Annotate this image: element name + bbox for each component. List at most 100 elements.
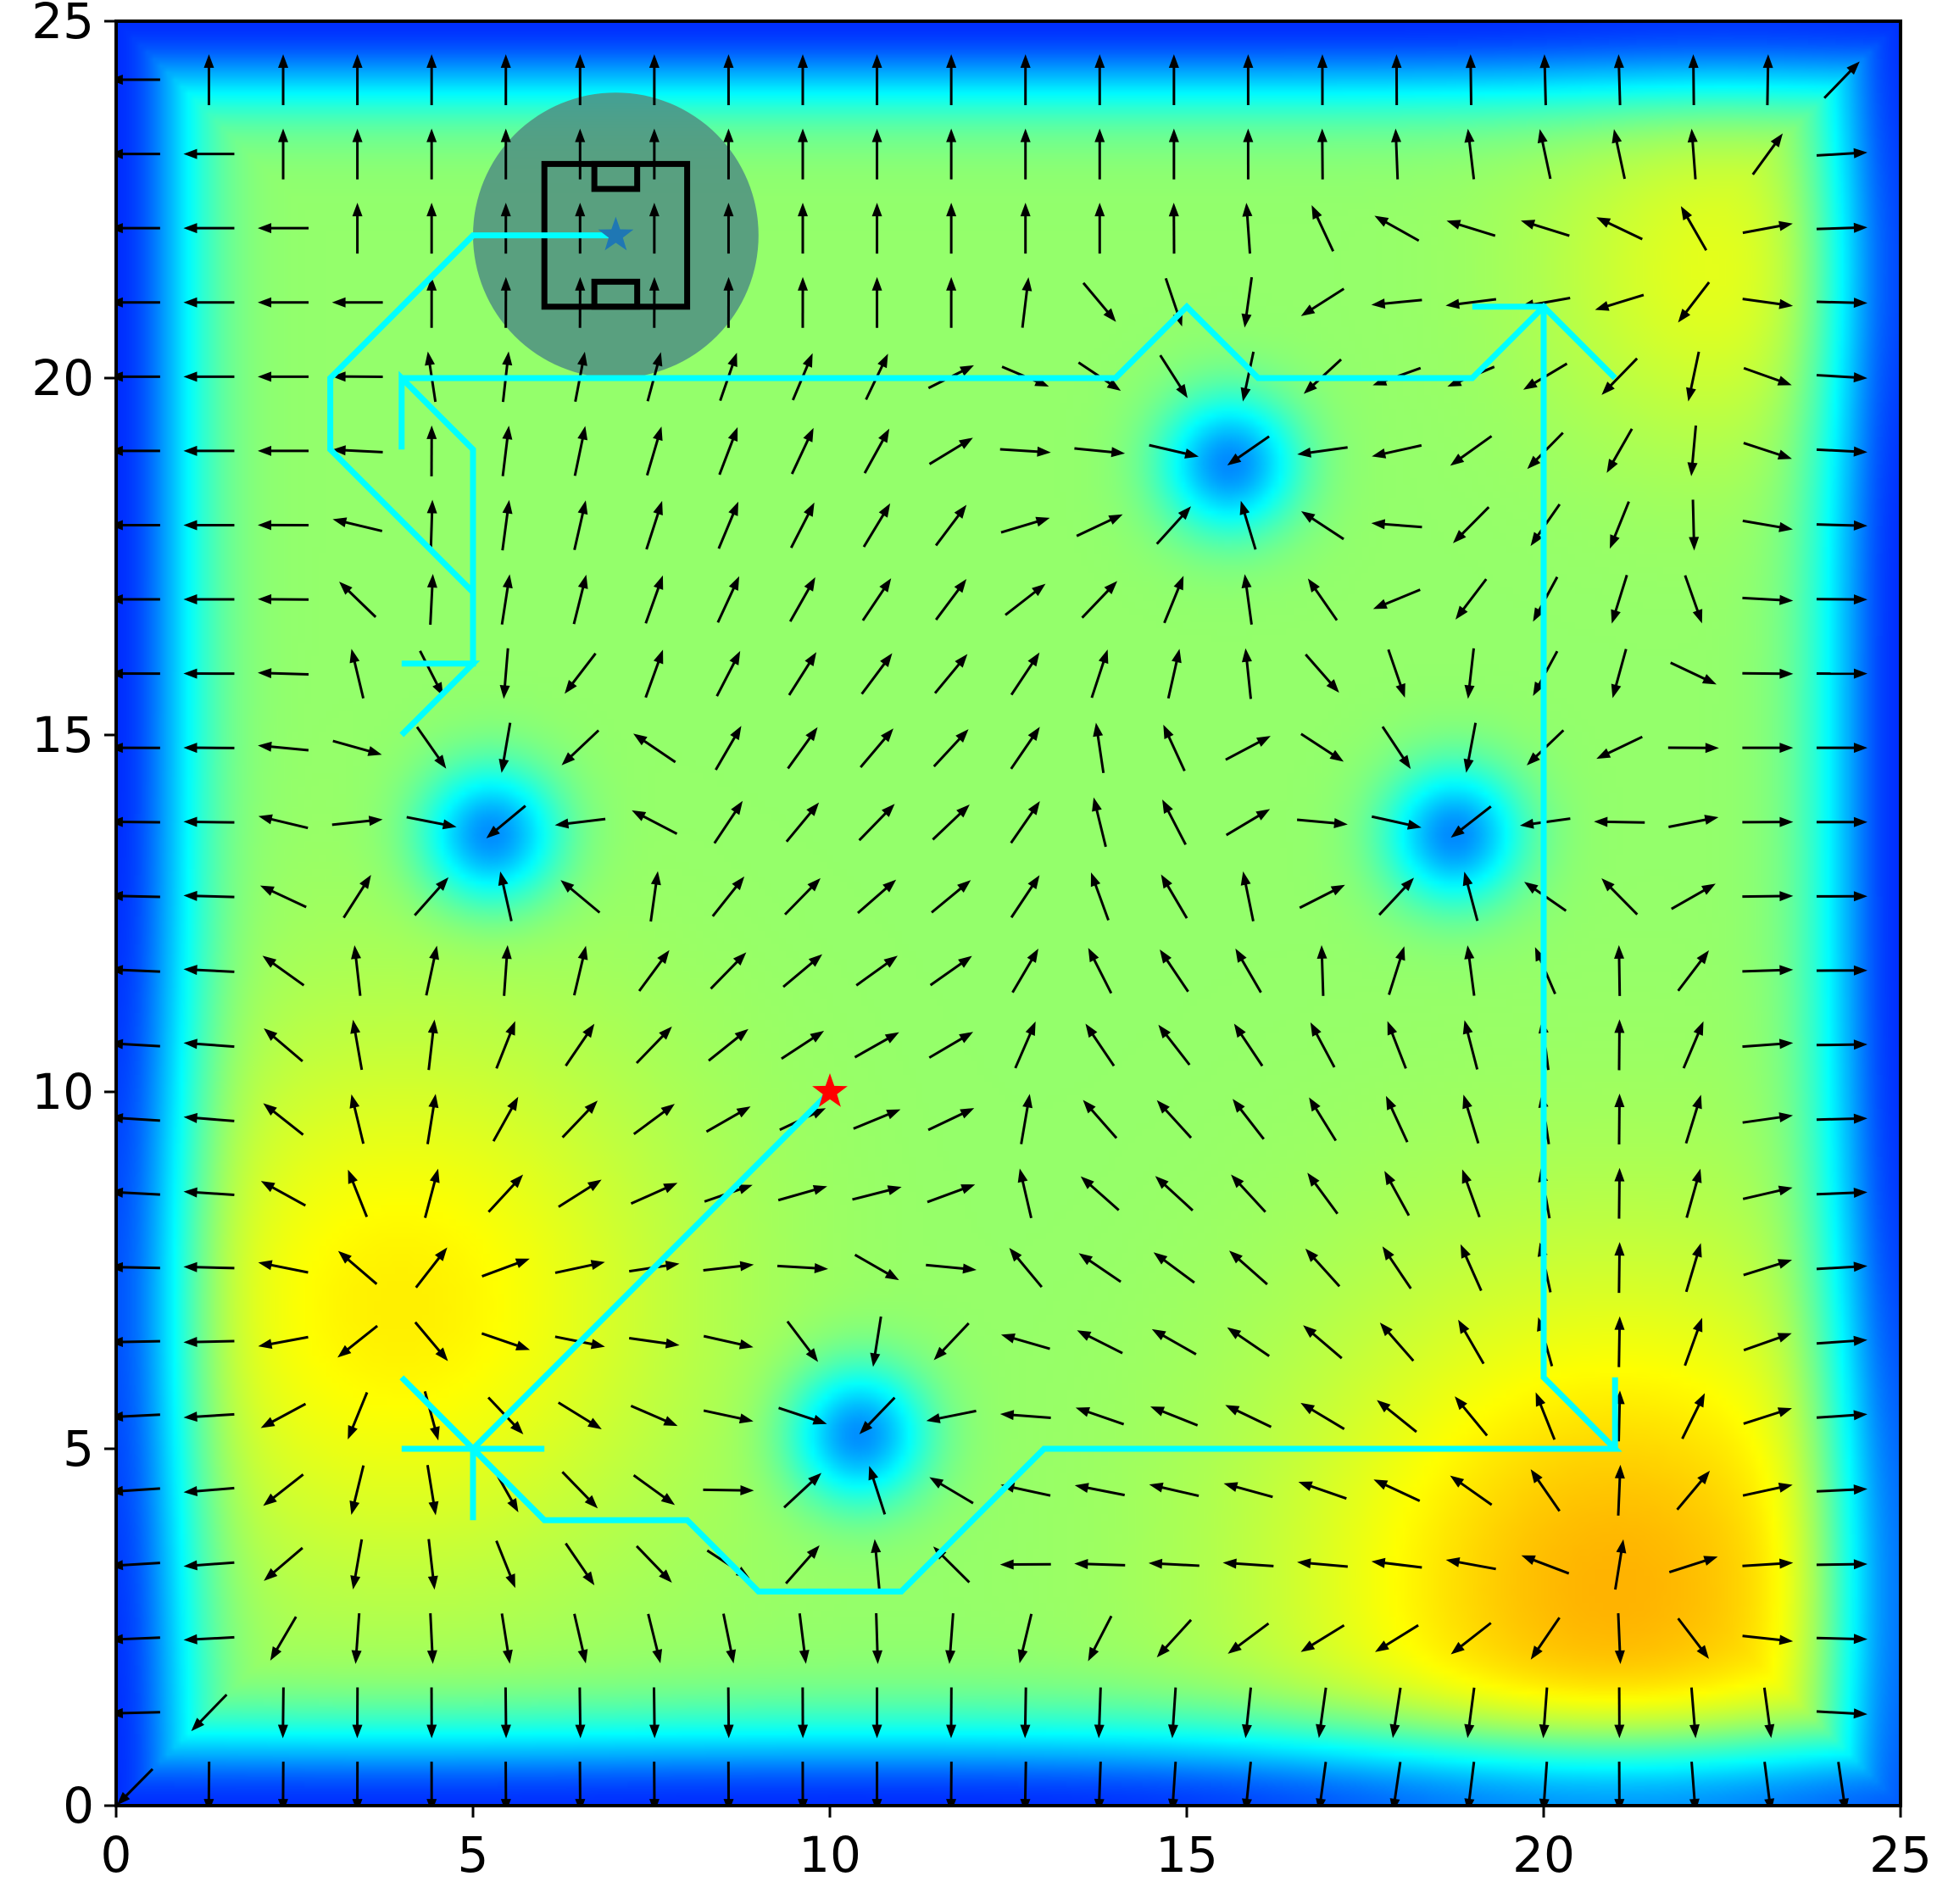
field-arrow <box>1614 1019 1625 1071</box>
field-arrow <box>260 1181 307 1207</box>
field-arrow <box>116 1485 160 1496</box>
field-arrow <box>426 574 437 626</box>
field-arrow <box>860 728 893 769</box>
field-arrow <box>1372 588 1421 610</box>
field-arrow <box>1384 1171 1411 1216</box>
field-arrow <box>703 1261 754 1272</box>
field-arrow <box>183 743 235 754</box>
field-arrow <box>1689 1687 1700 1739</box>
field-arrow <box>1614 944 1625 996</box>
field-arrow <box>1088 948 1113 994</box>
field-arrow <box>1014 1021 1036 1069</box>
field-arrow <box>426 425 437 476</box>
field-arrow <box>1010 801 1040 844</box>
field-arrow <box>258 371 309 382</box>
field-arrow <box>116 1336 160 1347</box>
field-arrow <box>1387 649 1405 698</box>
field-arrow <box>999 1410 1051 1421</box>
field-arrow <box>1522 362 1568 390</box>
field-arrow <box>1667 743 1719 754</box>
field-arrow <box>1610 501 1630 549</box>
field-arrow <box>498 722 512 773</box>
field-arrow <box>1684 1243 1702 1293</box>
field-arrow <box>721 1613 737 1664</box>
field-arrow <box>1374 215 1420 242</box>
goal-box-top <box>591 160 641 192</box>
field-arrow <box>1596 735 1643 760</box>
field-arrow <box>1085 1023 1116 1067</box>
field-arrow <box>1316 128 1328 180</box>
field-arrow <box>1816 446 1867 457</box>
field-arrow <box>705 1106 751 1133</box>
field-arrow <box>116 890 160 901</box>
field-arrow <box>715 726 742 771</box>
field-arrow <box>1524 882 1567 912</box>
field-arrow <box>1161 874 1188 919</box>
field-arrow <box>1816 520 1867 531</box>
field-arrow <box>424 1168 440 1218</box>
field-arrow <box>277 1687 288 1739</box>
field-arrow <box>481 1258 530 1278</box>
field-arrow <box>1743 366 1792 386</box>
field-arrow <box>1743 1333 1792 1352</box>
field-arrow <box>723 203 734 254</box>
field-arrow <box>1300 1623 1345 1652</box>
field-arrow <box>1445 1556 1496 1571</box>
field-arrow <box>1742 891 1794 902</box>
field-arrow <box>116 1113 160 1124</box>
field-arrow <box>1300 510 1344 541</box>
field-arrow <box>1316 944 1328 996</box>
field-arrow <box>862 503 891 548</box>
field-arrow <box>1010 875 1040 919</box>
field-arrow <box>648 276 660 328</box>
field-arrow <box>1149 1482 1199 1498</box>
field-arrow <box>352 203 363 254</box>
field-arrow <box>116 1634 160 1645</box>
field-arrow <box>116 1707 160 1718</box>
field-arrow <box>270 1616 298 1661</box>
field-arrow <box>1387 1021 1407 1069</box>
field-arrow <box>1158 1024 1191 1066</box>
field-arrow <box>191 1693 228 1732</box>
field-arrow <box>492 1096 519 1142</box>
field-arrow <box>259 885 307 909</box>
field-arrow <box>331 297 383 308</box>
field-arrow <box>183 668 235 679</box>
field-arrow <box>645 500 663 550</box>
field-arrow <box>1155 506 1191 545</box>
field-arrow <box>183 445 235 456</box>
field-arrow <box>1464 1762 1476 1806</box>
field-arrow <box>426 499 437 551</box>
field-arrow <box>776 1262 828 1273</box>
field-arrow <box>711 876 745 917</box>
field-arrow <box>500 276 511 328</box>
field-arrow <box>203 54 214 106</box>
field-arrow <box>1816 372 1867 383</box>
field-arrow <box>1309 1097 1338 1142</box>
field-arrow <box>1083 1100 1118 1139</box>
field-arrow <box>871 203 882 254</box>
field-arrow <box>628 1337 680 1349</box>
field-arrow <box>116 1187 160 1198</box>
field-arrow <box>258 593 309 604</box>
field-arrow <box>1381 726 1411 770</box>
field-arrow <box>1316 1687 1328 1739</box>
field-arrow <box>1742 1185 1793 1200</box>
field-arrow <box>1465 54 1476 106</box>
y-tick-label: 10 <box>31 1063 94 1121</box>
field-arrow <box>861 578 892 621</box>
field-arrow <box>258 297 309 308</box>
path-line <box>327 232 1623 1595</box>
field-arrow <box>1601 357 1639 395</box>
field-arrow <box>1377 1400 1417 1434</box>
field-arrow <box>183 1112 235 1123</box>
field-arrow <box>116 1411 160 1422</box>
field-arrow <box>1385 1095 1409 1143</box>
field-arrow <box>946 203 957 254</box>
field-arrow <box>1595 293 1645 311</box>
field-arrow <box>1677 949 1709 992</box>
field-arrow <box>1446 220 1496 237</box>
field-arrow <box>183 594 235 605</box>
field-arrow <box>782 1473 822 1509</box>
field-arrow <box>1235 948 1262 994</box>
